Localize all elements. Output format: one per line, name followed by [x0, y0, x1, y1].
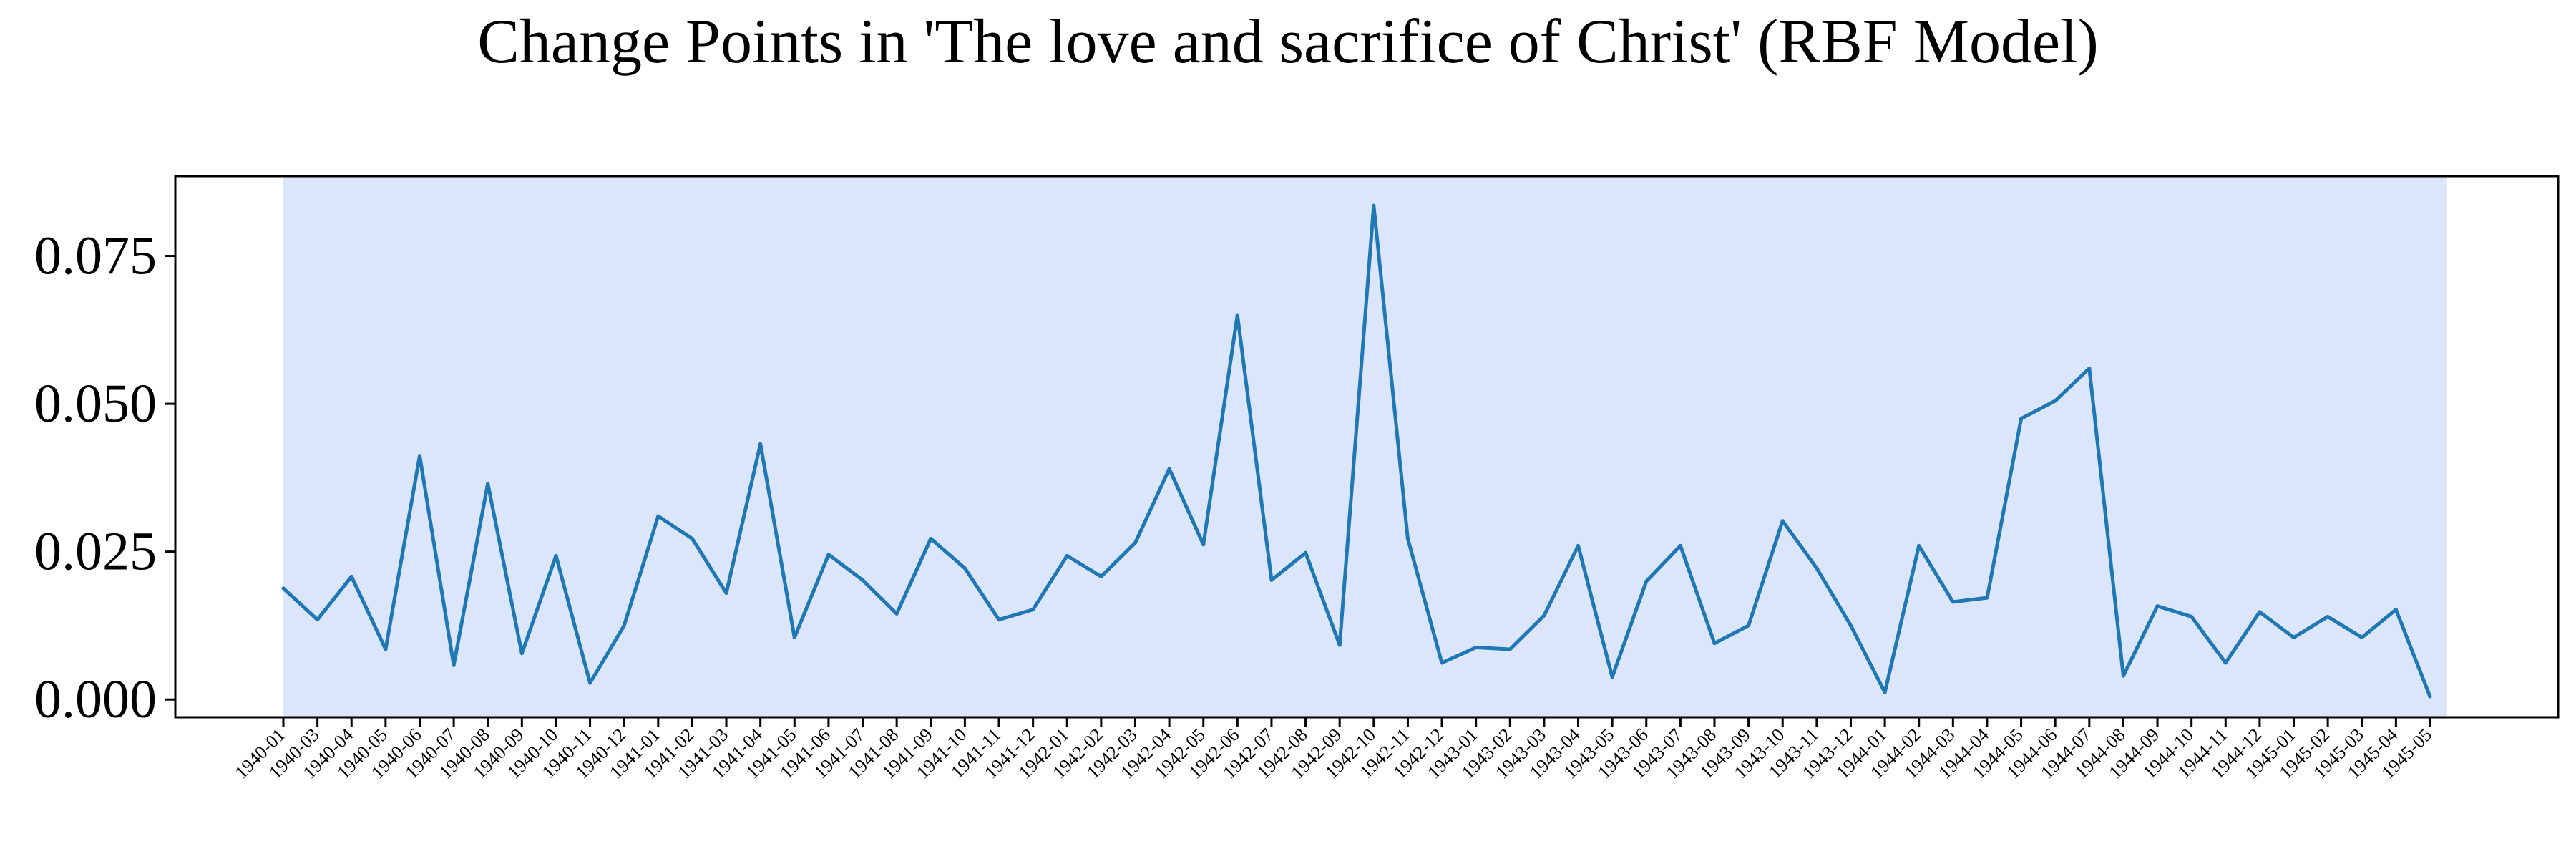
data-point [1372, 203, 1376, 208]
data-point [554, 553, 558, 558]
data-point [519, 651, 524, 656]
data-point [2258, 610, 2262, 614]
data-point [1269, 578, 1274, 582]
data-point [1917, 543, 1921, 548]
data-point [1576, 543, 1581, 548]
data-point [316, 618, 320, 622]
data-point [826, 553, 831, 557]
y-tick-label: 0.075 [34, 226, 157, 286]
data-point [1678, 543, 1682, 548]
data-point [724, 591, 728, 595]
data-point [894, 611, 899, 616]
data-point [1815, 566, 1819, 571]
data-point [281, 586, 286, 591]
data-point [1848, 623, 1853, 628]
data-point [1747, 623, 1751, 628]
data-point [2428, 694, 2432, 699]
data-point [1985, 596, 1989, 600]
series-line [282, 203, 2432, 698]
data-point [792, 635, 796, 639]
data-point [1167, 467, 1171, 471]
data-point [2326, 615, 2330, 619]
data-point [1440, 661, 1444, 665]
plot-frame [174, 175, 2560, 719]
data-point [622, 623, 626, 628]
y-tick-label: 0.000 [34, 669, 157, 729]
data-point [1883, 690, 1887, 694]
data-point [861, 578, 865, 582]
data-point [2394, 608, 2398, 612]
data-point [384, 647, 388, 651]
data-point [997, 618, 1001, 622]
data-point [2019, 417, 2024, 421]
data-point [758, 442, 763, 446]
data-point [2053, 399, 2057, 403]
data-point [452, 663, 456, 667]
data-point [1780, 519, 1785, 523]
data-point [1405, 536, 1410, 540]
data-point [2190, 615, 2194, 619]
data-point [929, 536, 933, 540]
chart-title: Change Points in 'The love and sacrifice… [477, 7, 2099, 77]
data-point [417, 454, 421, 458]
data-point [2155, 604, 2160, 608]
data-point [1610, 675, 1614, 679]
data-point [2121, 674, 2125, 678]
data-point [1712, 641, 1717, 646]
data-point [2223, 661, 2228, 665]
data-point [690, 536, 694, 540]
data-point [1951, 600, 1955, 604]
data-point [1542, 613, 1546, 618]
data-point [1304, 550, 1308, 555]
data-point [656, 514, 660, 518]
data-point [588, 681, 592, 685]
data-point [2360, 635, 2364, 639]
data-point [1508, 647, 1512, 651]
data-points [281, 203, 2432, 699]
data-point [1201, 543, 1206, 547]
data-point [1133, 540, 1137, 545]
y-axis: 0.000 0.025 0.050 0.075 [34, 226, 175, 729]
change-point-segment [283, 176, 2447, 717]
data-point [1337, 643, 1342, 647]
data-point [2087, 367, 2092, 371]
data-point [1099, 574, 1103, 578]
y-tick-label: 0.050 [34, 374, 157, 434]
data-point [1474, 646, 1478, 650]
x-axis: 1940-011940-031940-041940-051940-061940-… [230, 717, 2436, 783]
data-point [1031, 608, 1035, 612]
data-point [1235, 313, 1239, 317]
data-point [486, 482, 490, 486]
data-point [962, 566, 967, 571]
data-point [2292, 635, 2296, 639]
y-tick-label: 0.025 [34, 522, 157, 582]
data-point [1065, 553, 1069, 558]
data-point [1644, 579, 1649, 583]
data-point [349, 574, 353, 578]
